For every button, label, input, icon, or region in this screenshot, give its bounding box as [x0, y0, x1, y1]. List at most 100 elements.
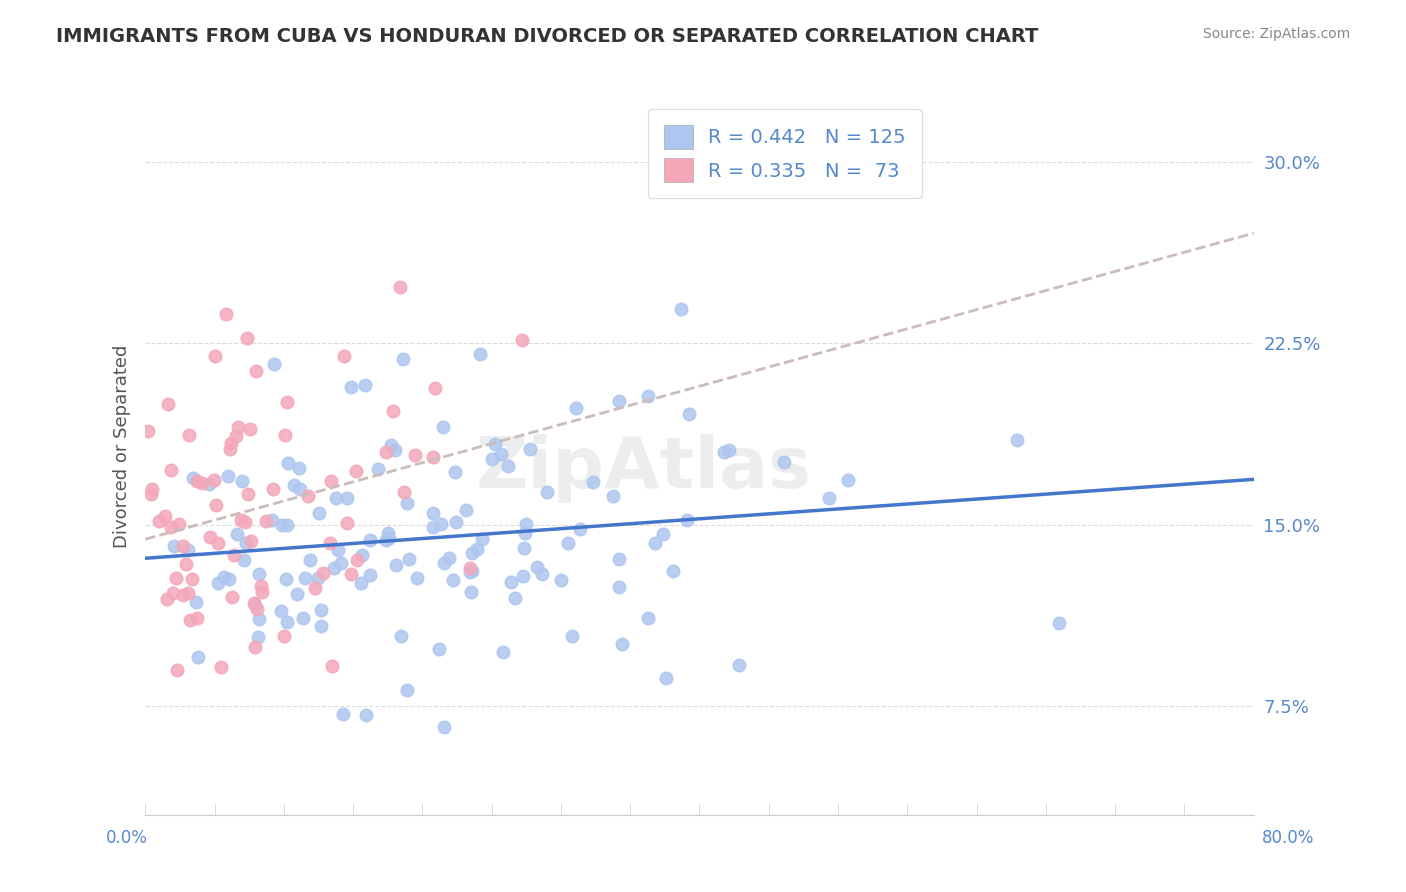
Point [235, 536, 257, 550]
Point [219, 436, 242, 450]
Point [218, 442, 240, 456]
Point [439, 551, 461, 566]
Point [204, 349, 226, 363]
Point [328, 542, 350, 557]
Point [333, 349, 356, 363]
Point [568, 522, 591, 536]
Point [212, 570, 235, 584]
Legend: R = 0.442   N = 125, R = 0.335   N =  73: R = 0.442 N = 125, R = 0.335 N = 73 [648, 110, 922, 197]
Point [481, 451, 503, 466]
Point [582, 475, 605, 490]
Point [422, 520, 444, 534]
Point [1047, 615, 1070, 630]
Point [298, 553, 321, 567]
Point [179, 613, 201, 627]
Point [340, 566, 363, 581]
Point [470, 346, 492, 360]
Point [205, 499, 228, 513]
Point [276, 517, 298, 532]
Point [727, 657, 749, 672]
Point [352, 548, 374, 562]
Point [218, 572, 240, 586]
Point [460, 545, 482, 559]
Point [247, 567, 270, 582]
Point [176, 585, 198, 599]
Point [398, 552, 420, 566]
Point [271, 518, 294, 533]
Point [536, 484, 558, 499]
Point [713, 445, 735, 459]
Point [461, 564, 484, 578]
Point [285, 587, 308, 601]
Point [498, 458, 520, 473]
Point [607, 552, 630, 566]
Point [519, 442, 541, 456]
Point [471, 532, 494, 546]
Point [181, 471, 204, 485]
Point [277, 456, 299, 470]
Point [718, 443, 741, 458]
Point [336, 491, 359, 505]
Point [254, 514, 277, 528]
Point [162, 586, 184, 600]
Point [353, 378, 375, 392]
Point [246, 630, 269, 644]
Point [207, 536, 229, 550]
Point [226, 420, 249, 434]
Point [262, 513, 284, 527]
Point [283, 478, 305, 492]
Point [422, 506, 444, 520]
Point [184, 595, 207, 609]
Point [235, 331, 257, 345]
Point [297, 489, 319, 503]
Point [354, 708, 377, 723]
Point [651, 526, 673, 541]
Point [308, 507, 330, 521]
Point [273, 629, 295, 643]
Point [153, 508, 176, 523]
Point [503, 591, 526, 606]
Point [669, 302, 692, 317]
Point [837, 473, 859, 487]
Point [294, 571, 316, 585]
Point [359, 567, 381, 582]
Point [207, 576, 229, 591]
Point [312, 566, 335, 580]
Point [607, 581, 630, 595]
Point [157, 397, 180, 411]
Point [172, 588, 194, 602]
Point [156, 591, 179, 606]
Point [513, 526, 536, 541]
Point [202, 474, 225, 488]
Point [209, 659, 232, 673]
Point [187, 649, 209, 664]
Point [561, 629, 583, 643]
Point [311, 603, 333, 617]
Point [526, 560, 548, 574]
Point [530, 566, 553, 581]
Point [458, 565, 481, 579]
Point [441, 573, 464, 587]
Point [375, 445, 398, 459]
Point [274, 573, 297, 587]
Point [773, 455, 796, 469]
Point [422, 450, 444, 464]
Point [245, 364, 267, 378]
Point [465, 541, 488, 556]
Text: 80.0%: 80.0% [1263, 829, 1315, 847]
Point [350, 575, 373, 590]
Point [200, 530, 222, 544]
Point [406, 571, 429, 585]
Point [148, 514, 170, 528]
Point [243, 596, 266, 610]
Point [512, 569, 534, 583]
Point [307, 571, 329, 585]
Point [661, 564, 683, 578]
Point [637, 610, 659, 624]
Point [344, 464, 367, 478]
Point [262, 482, 284, 496]
Point [239, 534, 262, 549]
Point [243, 599, 266, 613]
Point [550, 573, 572, 587]
Point [404, 448, 426, 462]
